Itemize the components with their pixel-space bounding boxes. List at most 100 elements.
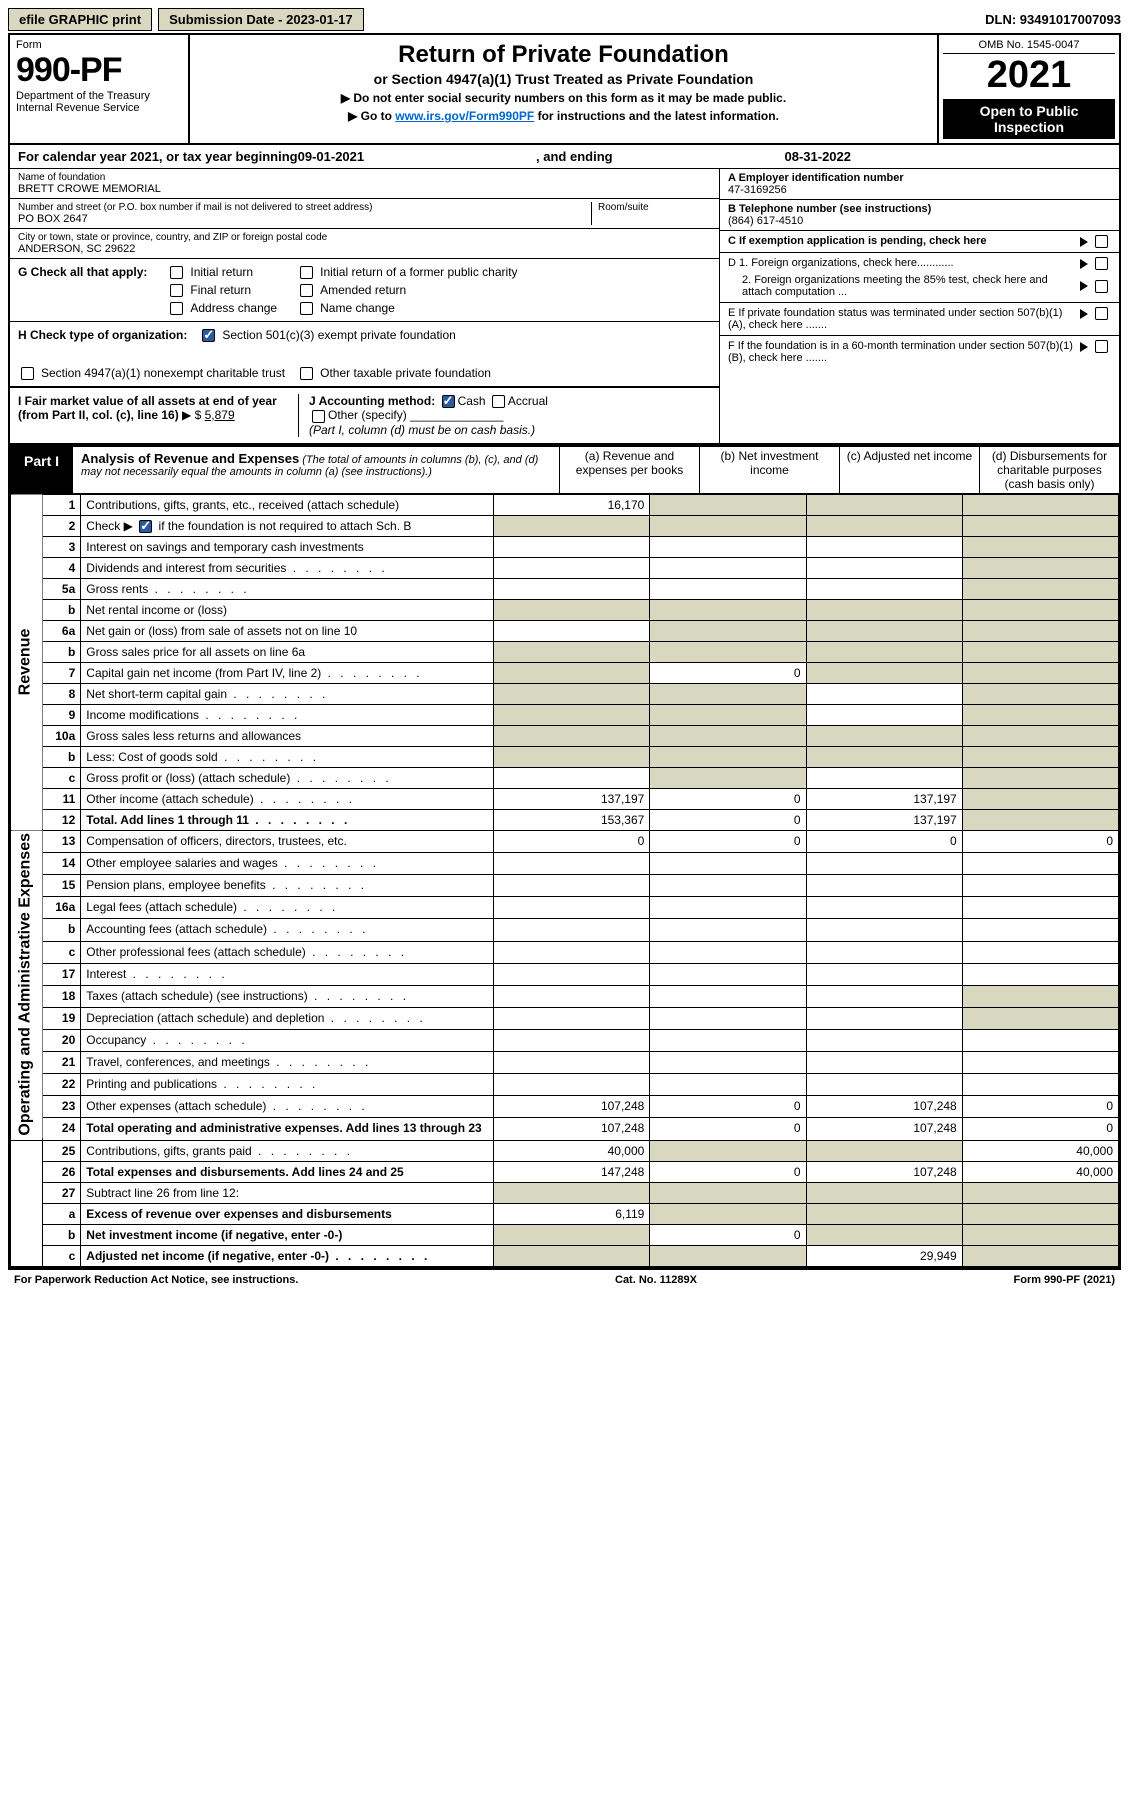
row-desc: Capital gain net income (from Part IV, l… <box>81 662 494 683</box>
row-num: 6a <box>43 620 81 641</box>
schb-checkbox[interactable] <box>139 520 152 533</box>
row-desc: Check ▶ if the foundation is not require… <box>81 515 494 536</box>
col-c-header: (c) Adjusted net income <box>839 447 979 493</box>
g-opt-0: Initial return <box>190 265 253 279</box>
row-num: c <box>43 1245 81 1266</box>
table-row: 7Capital gain net income (from Part IV, … <box>11 662 1119 683</box>
4947a1-checkbox[interactable] <box>21 367 34 380</box>
501c3-checkbox[interactable] <box>202 329 215 342</box>
row-desc: Compensation of officers, directors, tru… <box>81 830 494 852</box>
open-inspection: Open to Public Inspection <box>943 99 1115 139</box>
d2-label: 2. Foreign organizations meeting the 85%… <box>728 274 1080 298</box>
row-desc: Net short-term capital gain <box>81 683 494 704</box>
cell-d: 0 <box>962 830 1118 852</box>
row-desc: Gross sales price for all assets on line… <box>81 641 494 662</box>
header-mid: Return of Private Foundation or Section … <box>190 35 939 143</box>
section-i-j: I Fair market value of all assets at end… <box>10 387 719 443</box>
cash-checkbox[interactable] <box>442 395 455 408</box>
cell-b: 0 <box>650 1224 806 1245</box>
other-taxable-checkbox[interactable] <box>300 367 313 380</box>
col-b-header: (b) Net investment income <box>699 447 839 493</box>
c-label: C If exemption application is pending, c… <box>728 235 987 247</box>
info-right: A Employer identification number 47-3169… <box>719 169 1119 443</box>
table-row: 10aGross sales less returns and allowanc… <box>11 725 1119 746</box>
j-note: (Part I, column (d) must be on cash basi… <box>309 423 535 437</box>
efile-button[interactable]: efile GRAPHIC print <box>8 8 152 31</box>
d1-checkbox[interactable] <box>1095 257 1108 270</box>
calendar-year-row: For calendar year 2021, or tax year begi… <box>10 145 1119 169</box>
other-method-checkbox[interactable] <box>312 410 325 423</box>
j-label: J Accounting method: <box>309 394 435 408</box>
cell-b: 0 <box>650 1161 806 1182</box>
i-label: I Fair market value of all assets at end… <box>18 394 277 422</box>
table-row: 23Other expenses (attach schedule)107,24… <box>11 1096 1119 1118</box>
dln: DLN: 93491017007093 <box>985 12 1121 27</box>
city-state-zip: ANDERSON, SC 29622 <box>18 243 711 255</box>
row-num: 5a <box>43 578 81 599</box>
address: PO BOX 2647 <box>18 213 591 225</box>
row-desc: Excess of revenue over expenses and disb… <box>81 1203 494 1224</box>
submission-date: 2023-01-17 <box>286 12 353 27</box>
c-checkbox[interactable] <box>1095 235 1108 248</box>
table-row: 27Subtract line 26 from line 12: <box>11 1182 1119 1203</box>
address-change-checkbox[interactable] <box>170 302 183 315</box>
amended-return-checkbox[interactable] <box>300 284 313 297</box>
row-num: 17 <box>43 963 81 985</box>
cell-a: 6,119 <box>494 1203 650 1224</box>
row-desc: Pension plans, employee benefits <box>81 875 494 897</box>
arrow-icon <box>1080 342 1088 352</box>
accrual-checkbox[interactable] <box>492 395 505 408</box>
expenses-label: Operating and Administrative Expenses <box>11 830 43 1140</box>
row-num: 24 <box>43 1118 81 1140</box>
row-num: 25 <box>43 1140 81 1161</box>
row-desc: Gross sales less returns and allowances <box>81 725 494 746</box>
row-desc: Contributions, gifts, grants, etc., rece… <box>81 494 494 515</box>
table-row: 6aNet gain or (loss) from sale of assets… <box>11 620 1119 641</box>
e-checkbox[interactable] <box>1095 307 1108 320</box>
row-desc: Contributions, gifts, grants paid <box>81 1140 494 1161</box>
cell-c: 137,197 <box>806 788 962 809</box>
submission-date-button[interactable]: Submission Date - 2023-01-17 <box>158 8 364 31</box>
foundation-name: BRETT CROWE MEMORIAL <box>18 183 711 195</box>
part1-desc: Analysis of Revenue and Expenses (The to… <box>73 447 559 493</box>
cell-b: 0 <box>650 788 806 809</box>
row-num: 13 <box>43 830 81 852</box>
cell-d: 40,000 <box>962 1140 1118 1161</box>
table-row: 20Occupancy <box>11 1029 1119 1051</box>
form-header: Form 990-PF Department of the Treasury I… <box>10 35 1119 145</box>
table-row: 16aLegal fees (attach schedule) <box>11 897 1119 919</box>
f-checkbox[interactable] <box>1095 340 1108 353</box>
table-row: 21Travel, conferences, and meetings <box>11 1052 1119 1074</box>
part1-label: Part I <box>10 447 73 493</box>
table-row: 24Total operating and administrative exp… <box>11 1118 1119 1140</box>
f-label: F If the foundation is in a 60-month ter… <box>728 340 1080 364</box>
row-num: b <box>43 1224 81 1245</box>
name-change-checkbox[interactable] <box>300 302 313 315</box>
cell-a: 16,170 <box>494 494 650 515</box>
cell-a: 153,367 <box>494 809 650 830</box>
arrow-icon <box>1080 281 1088 291</box>
g-opt-5: Name change <box>320 301 395 315</box>
instructions-link[interactable]: www.irs.gov/Form990PF <box>395 109 534 123</box>
row-num: b <box>43 746 81 767</box>
end-date: 08-31-2022 <box>785 149 852 164</box>
final-return-checkbox[interactable] <box>170 284 183 297</box>
row-desc: Total operating and administrative expen… <box>81 1118 494 1140</box>
row-desc: Dividends and interest from securities <box>81 557 494 578</box>
d2-checkbox[interactable] <box>1095 280 1108 293</box>
form-word: Form <box>16 39 182 51</box>
table-row: cAdjusted net income (if negative, enter… <box>11 1245 1119 1266</box>
table-row: bLess: Cost of goods sold <box>11 746 1119 767</box>
initial-return-checkbox[interactable] <box>170 266 183 279</box>
header-left: Form 990-PF Department of the Treasury I… <box>10 35 190 143</box>
cell-b: 0 <box>650 662 806 683</box>
h-opt-2: Section 4947(a)(1) nonexempt charitable … <box>41 366 285 380</box>
initial-former-checkbox[interactable] <box>300 266 313 279</box>
section-g: G Check all that apply: Initial return F… <box>10 259 719 322</box>
r2-pre: Check ▶ <box>86 519 133 533</box>
row-desc: Adjusted net income (if negative, enter … <box>81 1245 494 1266</box>
row-num: 3 <box>43 536 81 557</box>
row-num: 12 <box>43 809 81 830</box>
top-bar: efile GRAPHIC print Submission Date - 20… <box>8 8 1121 31</box>
table-row: 26Total expenses and disbursements. Add … <box>11 1161 1119 1182</box>
